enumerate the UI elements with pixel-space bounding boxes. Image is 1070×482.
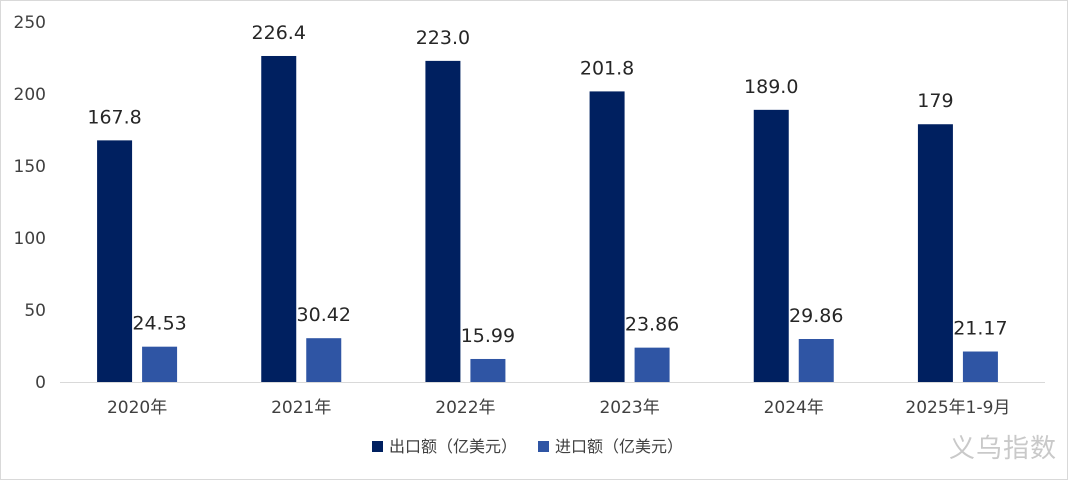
- x-tick-label: 2021年: [271, 398, 331, 418]
- legend-swatch-import: [538, 441, 549, 452]
- bar-import: [962, 351, 998, 382]
- bar-import: [306, 338, 342, 382]
- y-tick-label: 0: [35, 373, 46, 393]
- data-label-import: 30.42: [297, 304, 351, 326]
- x-tick-label: 2022年: [435, 398, 495, 418]
- y-tick-label: 200: [14, 85, 46, 105]
- legend-swatch-export: [372, 441, 383, 452]
- data-label-import: 24.53: [132, 313, 186, 335]
- data-label-export: 189.0: [744, 76, 798, 98]
- bar-export: [97, 140, 133, 382]
- y-tick-label: 50: [24, 301, 46, 321]
- data-label-export: 223.0: [416, 27, 470, 49]
- data-label-export: 226.4: [252, 22, 306, 44]
- bar-import: [470, 358, 506, 382]
- bar-import: [634, 347, 670, 382]
- x-tick-label: 2020年: [107, 398, 167, 418]
- y-tick-label: 100: [14, 229, 46, 249]
- x-tick-label: 2023年: [599, 398, 659, 418]
- bar-import: [798, 339, 834, 382]
- legend: 出口额（亿美元） 进口额（亿美元）: [372, 437, 683, 456]
- bar-export: [425, 60, 461, 382]
- legend-label-export: 出口额（亿美元）: [389, 437, 517, 456]
- data-label-import: 15.99: [461, 325, 515, 347]
- x-axis: 2020年 2021年 2022年 2023年 2024年 2025年1-9月: [107, 398, 1010, 418]
- data-label-export: 201.8: [580, 57, 634, 79]
- legend-label-import: 进口额（亿美元）: [555, 437, 683, 456]
- bar-export: [753, 109, 789, 382]
- data-label-import: 29.86: [789, 305, 843, 327]
- x-tick-label: 2024年: [764, 398, 824, 418]
- bars-group: 167.8 24.53 226.4 30.42 223.0 15.99 201.8 23.86…: [87, 22, 1008, 383]
- y-axis: 0 50 100 150 200 250: [14, 13, 46, 393]
- watermark-text: 义乌指数: [949, 434, 1057, 464]
- data-label-export: 179: [917, 90, 953, 112]
- data-label-import: 23.86: [625, 314, 679, 336]
- x-tick-label: 2025年1-9月: [905, 398, 1010, 418]
- y-tick-label: 150: [14, 157, 46, 177]
- data-label-import: 21.17: [953, 318, 1007, 340]
- bar-export: [261, 55, 297, 382]
- bar-import: [142, 346, 178, 382]
- bar-export: [917, 124, 953, 383]
- bar-export: [589, 91, 625, 383]
- data-label-export: 167.8: [87, 106, 141, 128]
- y-tick-label: 250: [14, 13, 46, 33]
